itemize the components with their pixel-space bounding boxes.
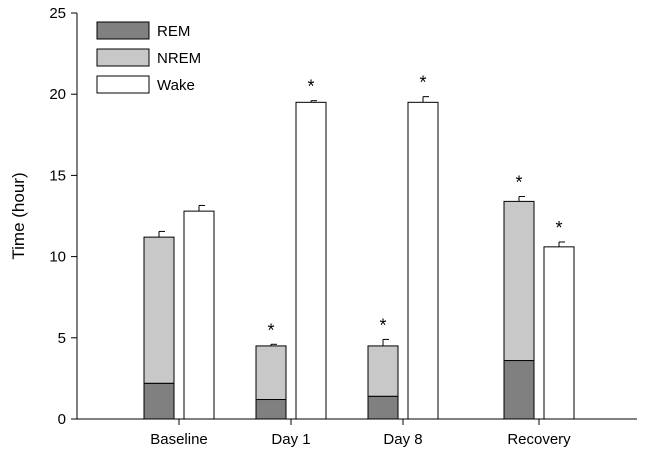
bar-rem xyxy=(503,360,535,420)
legend-swatch-rem xyxy=(96,21,150,40)
legend-swatch-nrem xyxy=(96,48,150,67)
legend-label-wake: Wake xyxy=(157,77,195,94)
legend-label-rem: REM xyxy=(157,23,190,40)
bar-rem xyxy=(255,399,287,420)
bar-nrem xyxy=(255,345,287,401)
x-tick-label: Baseline xyxy=(150,431,208,448)
legend-label-nrem: NREM xyxy=(157,50,201,67)
significance-marker: * xyxy=(555,218,562,238)
legend: REM NREM Wake xyxy=(96,21,201,94)
y-tick-label: 20 xyxy=(49,86,66,103)
bar-nrem xyxy=(503,200,535,362)
significance-marker: * xyxy=(267,320,274,340)
bar-wake xyxy=(407,101,439,420)
x-tick-label: Day 8 xyxy=(383,431,422,448)
y-tick-label: 25 xyxy=(49,5,66,22)
bars xyxy=(143,96,575,420)
bar-rem xyxy=(143,382,175,420)
y-tick-label: 0 xyxy=(58,411,66,428)
significance-marker: * xyxy=(307,77,314,97)
y-tick-label: 5 xyxy=(58,330,66,347)
legend-swatch-wake xyxy=(96,75,150,94)
annotations: * * * * * * xyxy=(267,73,562,341)
y-tick-label: 15 xyxy=(49,167,66,184)
significance-marker: * xyxy=(419,73,426,93)
x-tick-label: Recovery xyxy=(507,431,571,448)
bar-wake xyxy=(183,210,215,420)
bar-rem xyxy=(367,395,399,420)
y-tick-label: 10 xyxy=(49,249,66,266)
y-axis-title: Time (hour) xyxy=(9,172,28,259)
axes: 0 5 10 15 20 25 Baseline Day 1 Day 8 Recovery xyxy=(49,5,637,448)
significance-marker: * xyxy=(379,315,386,335)
bar-wake xyxy=(295,101,327,420)
bar-nrem xyxy=(367,345,399,397)
x-tick-label: Day 1 xyxy=(271,431,310,448)
bar-wake xyxy=(543,246,575,420)
bar-nrem xyxy=(143,236,175,384)
significance-marker: * xyxy=(515,173,522,193)
